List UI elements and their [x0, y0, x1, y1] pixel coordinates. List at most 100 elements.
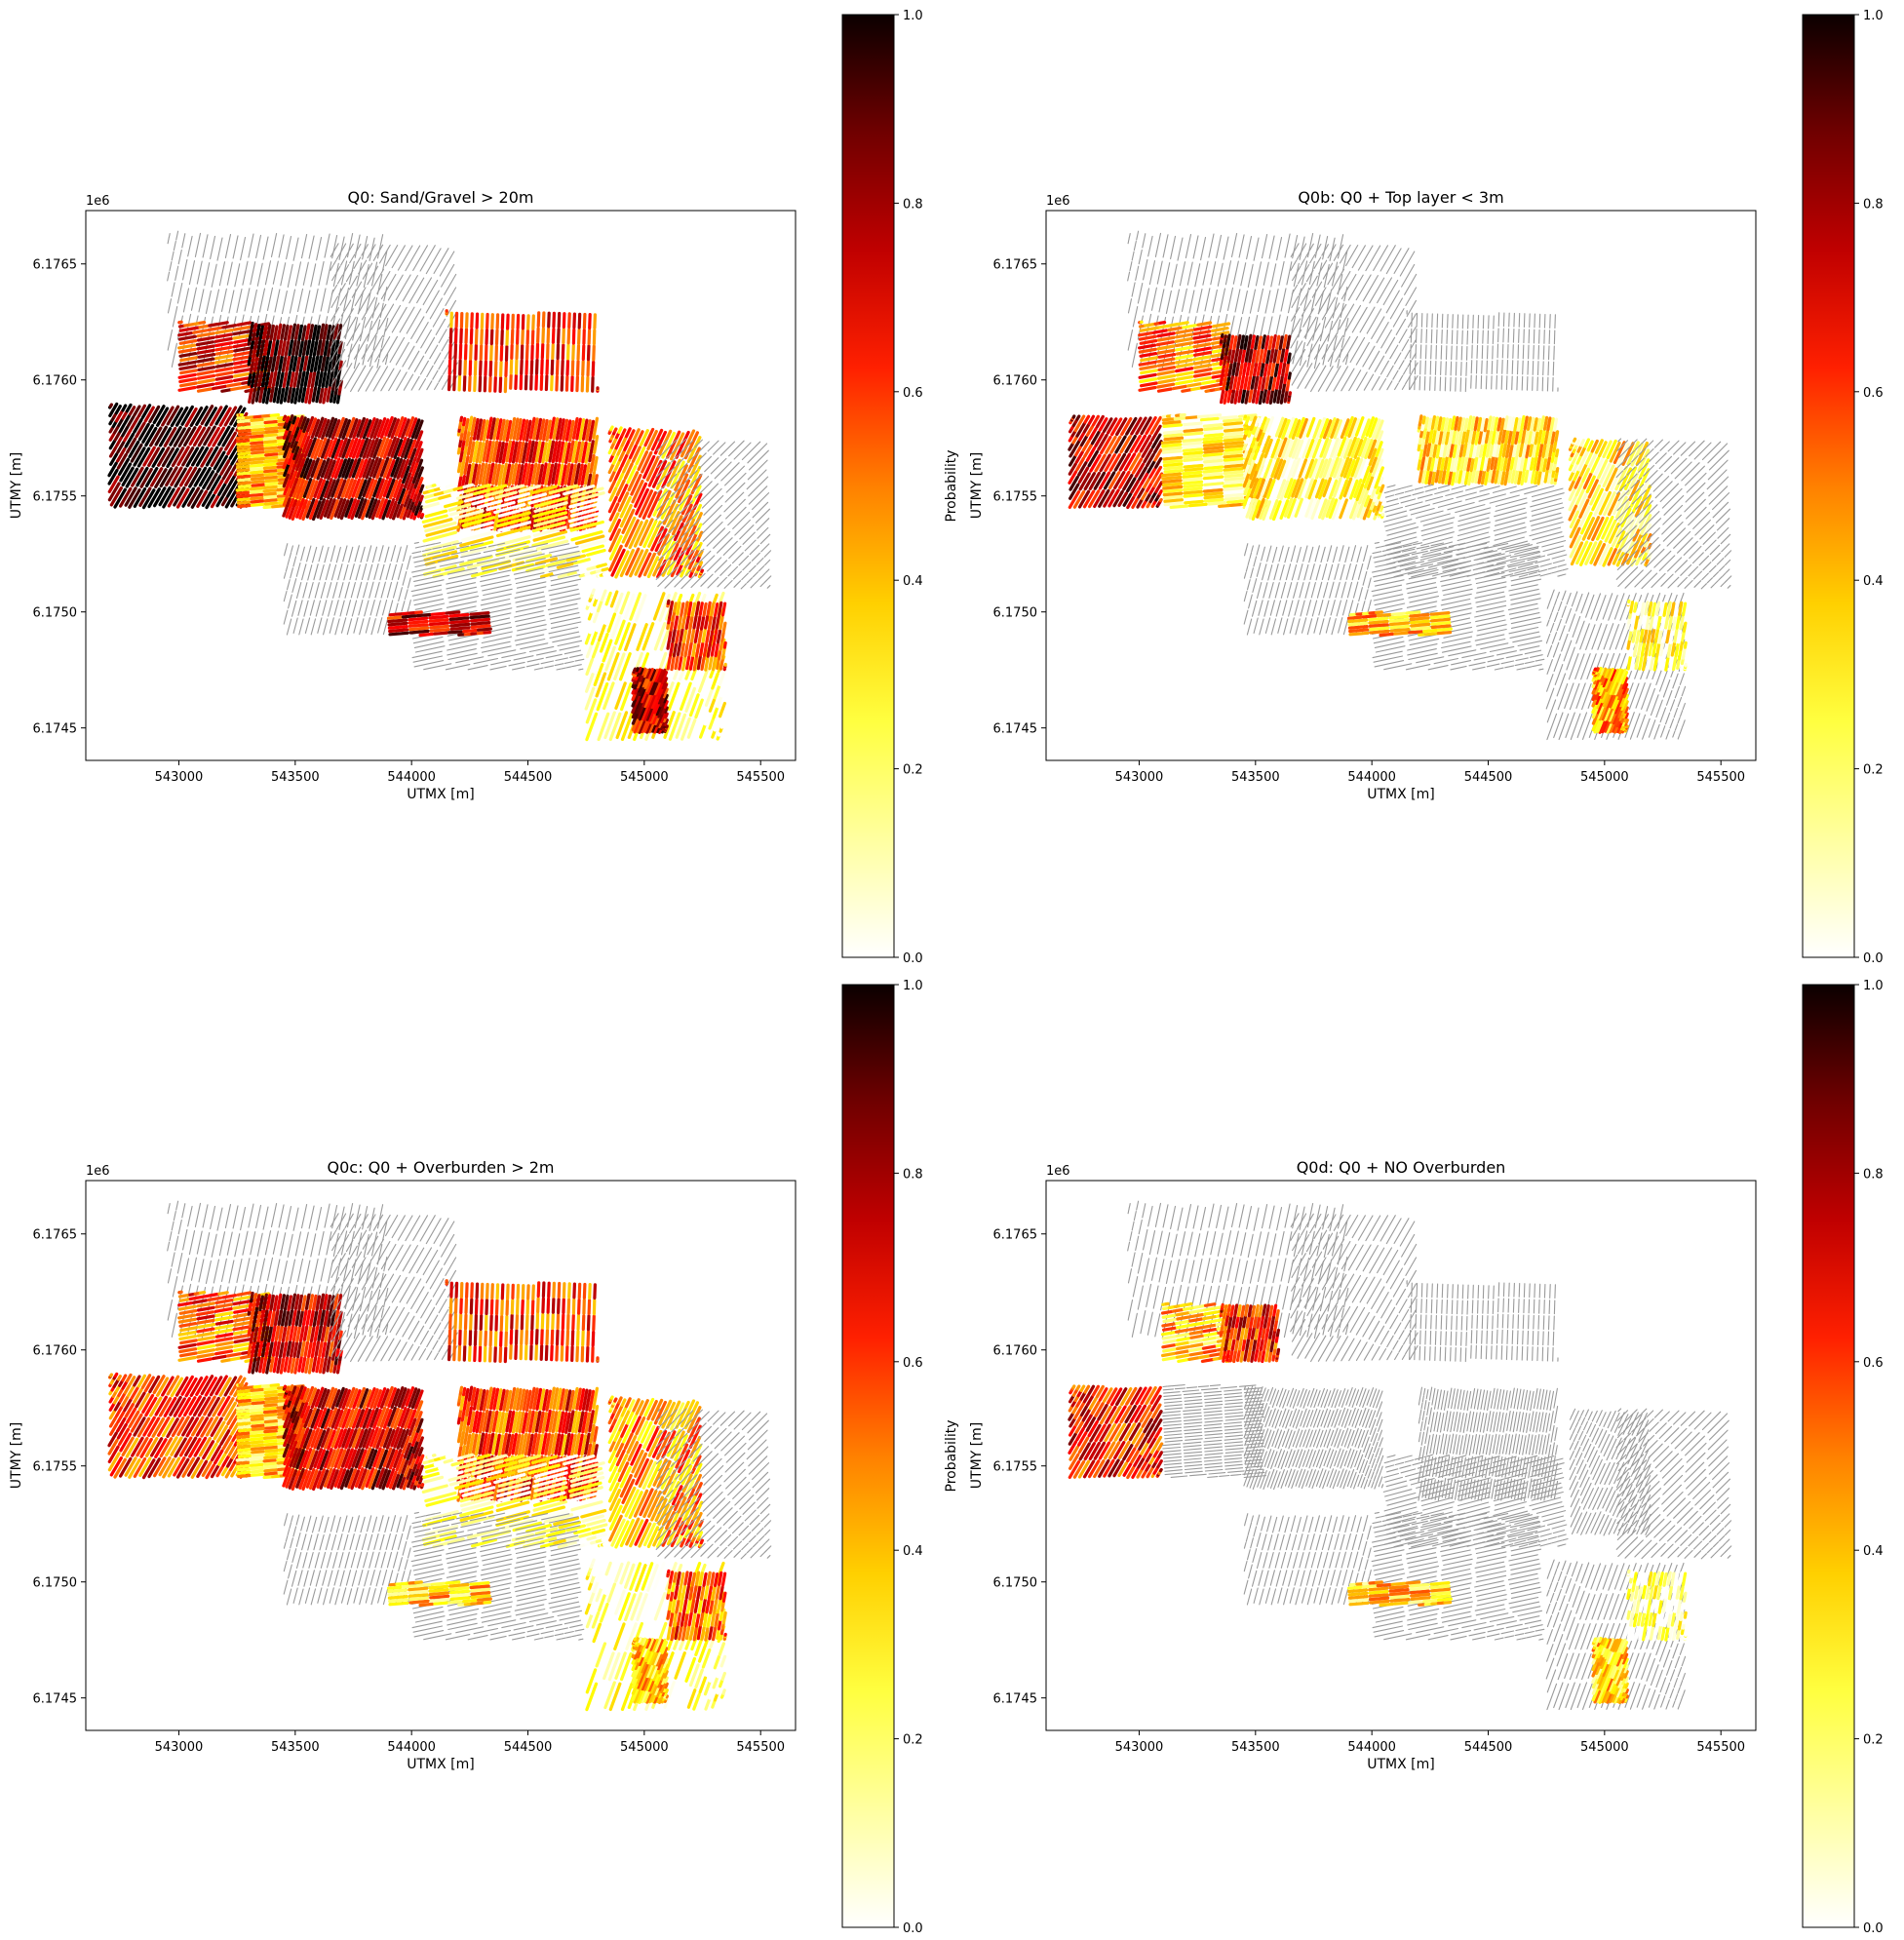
flight-line-segment [1542, 457, 1548, 473]
flight-line-segment [763, 550, 772, 558]
flight-line-segment [1290, 499, 1300, 521]
flight-line-segment [1483, 456, 1489, 472]
flight-line-segment [711, 615, 717, 632]
flight-line-segment [297, 324, 303, 341]
flight-line-segment [662, 455, 670, 463]
flight-line-segment [1203, 482, 1224, 486]
flight-line-segment [713, 722, 719, 732]
flight-line-segment [712, 706, 719, 719]
flight-line-segment [620, 436, 628, 447]
flight-line-segment [1140, 416, 1152, 436]
flight-line-segment [1138, 360, 1157, 367]
flight-line-segment [296, 371, 302, 389]
flight-line-segment [1487, 415, 1493, 431]
flight-line-segment [1527, 566, 1539, 571]
flight-line-segment [1457, 512, 1491, 523]
flight-line-segment [1617, 540, 1639, 562]
flight-line-segment [1242, 497, 1252, 518]
flight-line-segment [544, 462, 552, 485]
flight-line-segment [387, 436, 397, 457]
flight-line-segment [1118, 452, 1132, 472]
flight-line-segment [117, 417, 125, 428]
flight-line-segment [1223, 434, 1244, 440]
flight-line-segment [121, 425, 130, 438]
flight-line-segment [1175, 379, 1194, 386]
flight-line-segment [686, 718, 697, 739]
flight-line-segment [494, 490, 518, 500]
flight-line-segment [1708, 564, 1717, 573]
flight-line-segment [1432, 443, 1438, 458]
flight-line-segment [1661, 487, 1683, 509]
flight-line-segment [498, 376, 503, 393]
colorbar-gradient [841, 14, 895, 958]
flight-line-segment [684, 548, 705, 568]
flight-line-segment [297, 600, 303, 616]
flight-line-segment [1457, 416, 1462, 432]
flight-line-segment [555, 440, 562, 463]
flight-line-segment [1476, 456, 1482, 471]
flight-line-segment [555, 657, 568, 662]
flight-line-segment [1520, 471, 1526, 485]
flight-line-segment [1383, 490, 1390, 494]
flight-line-segment [344, 581, 350, 599]
flight-line-segment [311, 546, 318, 563]
flight-line-segment [154, 425, 168, 446]
flight-line-segment [678, 655, 683, 671]
flight-line-segment [242, 260, 249, 286]
flight-line-segment [414, 546, 421, 549]
flight-line-segment [711, 672, 719, 690]
flight-line-segment [676, 601, 681, 616]
flight-line-segment [1617, 489, 1630, 502]
flight-line-segment [1326, 439, 1336, 459]
flight-line-segment [307, 564, 313, 581]
flight-line-segment [1292, 251, 1295, 255]
flight-line-segment [1636, 508, 1646, 524]
flight-line-segment [1280, 581, 1287, 599]
flight-line-segment [309, 600, 315, 616]
flight-line-segment [418, 632, 435, 638]
flight-line-segment [525, 314, 530, 330]
flight-line-segment [316, 237, 323, 261]
flight-line-segment [153, 486, 167, 508]
flight-line-segment [1290, 253, 1294, 257]
flight-line-segment [634, 594, 647, 622]
flight-line-segment [635, 487, 649, 516]
flight-line-segment [1508, 564, 1539, 573]
flight-line-segment [692, 656, 698, 672]
flight-line-segment [477, 627, 492, 632]
flight-line-segment [1131, 457, 1144, 475]
flight-line-segment [302, 261, 309, 286]
flight-line-segment [728, 545, 742, 560]
flight-line-segment [1179, 261, 1186, 287]
flight-line-segment [1139, 328, 1151, 332]
flight-line-segment [1537, 568, 1548, 573]
flight-line-segment [1135, 416, 1147, 436]
flight-line-segment [495, 441, 502, 463]
flight-line-segment [1369, 456, 1378, 474]
flight-line-segment [689, 628, 696, 643]
flight-line-segment [1182, 447, 1204, 452]
region-central-west [1242, 414, 1385, 522]
flight-line-segment [1465, 443, 1471, 458]
flight-line-segment [1363, 493, 1371, 508]
flight-line-segment [1249, 478, 1260, 498]
flight-line-segment [1503, 415, 1509, 431]
flight-line-segment [344, 362, 361, 389]
flight-line-segment [1336, 497, 1345, 519]
flight-line-segment [657, 524, 677, 545]
flight-line-segment [662, 442, 666, 446]
flight-line-segment [1297, 274, 1304, 285]
flight-line-segment [588, 440, 595, 463]
flight-line-segment [1318, 498, 1328, 520]
flight-line-segment [285, 355, 291, 372]
flight-line-segment [328, 600, 333, 617]
flight-line-segment [1474, 430, 1480, 446]
flight-line-segment [1626, 441, 1640, 466]
flight-line-segment [458, 438, 463, 448]
flight-line-segment [1452, 444, 1457, 459]
flight-line-segment [1680, 563, 1692, 576]
flight-line-segment [1330, 456, 1340, 478]
flight-line-segment [197, 373, 216, 380]
flight-line-segment [414, 441, 423, 458]
flight-line-segment [1501, 443, 1508, 458]
